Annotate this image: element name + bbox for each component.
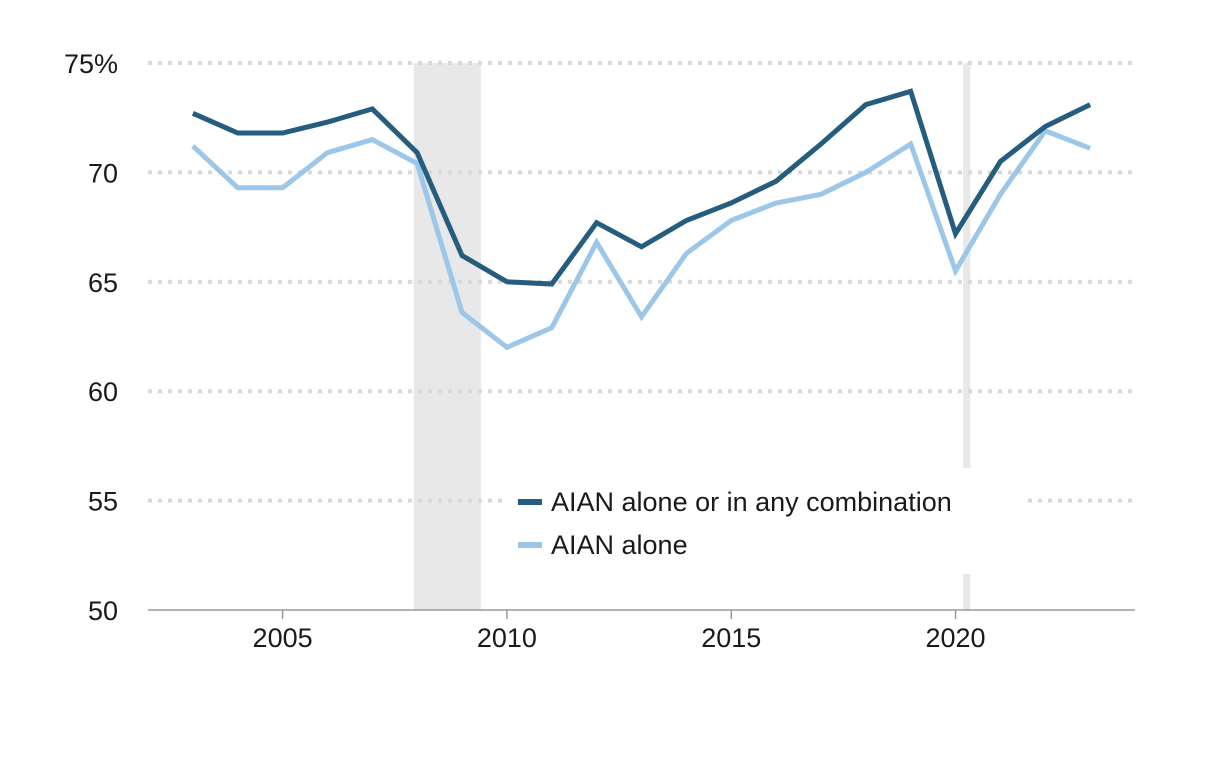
y-axis-ticks: 50 55 60 65 70 75% (64, 49, 118, 626)
y-tick-label: 60 (88, 377, 118, 407)
y-tick-label: 70 (88, 158, 118, 188)
x-tick-label: 2015 (701, 623, 761, 653)
series-line (191, 88, 1092, 287)
series-lines (191, 88, 1092, 351)
legend-label: AIAN alone or in any combination (551, 487, 952, 517)
x-tick-label: 2010 (477, 623, 537, 653)
recession-bands (413, 63, 971, 610)
x-axis-ticks: 2005 2010 2015 2020 (253, 610, 986, 653)
y-tick-label: 65 (88, 268, 118, 298)
legend-label: AIAN alone (551, 530, 688, 560)
y-tick-label: 55 (88, 487, 118, 517)
y-tick-label: 50 (88, 596, 118, 626)
recession-band (413, 63, 481, 610)
y-tick-label: 75% (64, 49, 118, 79)
recession-band (963, 63, 971, 610)
legend-background (505, 468, 1025, 574)
x-tick-label: 2020 (926, 623, 986, 653)
series-line (191, 127, 1092, 351)
x-tick-label: 2005 (253, 623, 313, 653)
legend: AIAN alone or in any combination AIAN alo… (505, 468, 1025, 574)
